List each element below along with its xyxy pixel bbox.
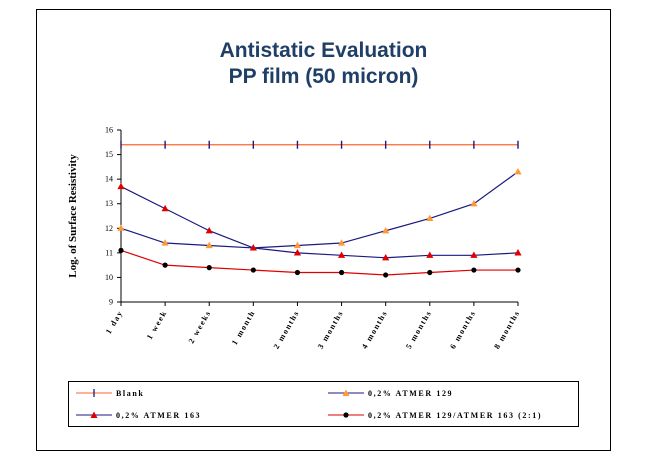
data-point-triangle xyxy=(514,249,522,256)
data-point-triangle xyxy=(470,251,478,258)
data-point-triangle xyxy=(161,204,169,212)
x-tick-label: 1 day xyxy=(104,309,125,336)
legend-item-atmer-163: 0,2% ATMER 163 xyxy=(75,407,201,423)
x-tick-label: 3 months xyxy=(316,309,345,351)
data-point-triangle xyxy=(249,244,257,251)
line-chart: 9 10 11 12 13 14 15 16 1 day 1 week 2 weeks 1 month… xyxy=(67,126,522,351)
y-tick-label: 10 xyxy=(105,273,113,282)
data-point-circle xyxy=(294,269,301,276)
legend-swatch-atmer-blend xyxy=(328,412,364,418)
x-tick-label: 1 week xyxy=(145,309,169,341)
y-tick-label: 16 xyxy=(105,126,113,135)
data-point-circle xyxy=(118,247,124,253)
data-point-triangle xyxy=(205,226,213,234)
legend-label-atmer-129: 0,2% ATMER 129 xyxy=(368,388,454,398)
legend-swatch-atmer-163 xyxy=(76,411,112,418)
legend-item-atmer-blend: 0,2% ATMER 129/ATMER 163 (2:1) xyxy=(327,407,542,423)
legend-swatch-blank xyxy=(76,389,112,397)
data-point-triangle xyxy=(293,249,302,256)
data-point-circle xyxy=(206,265,212,271)
x-tick-label: 2 weeks xyxy=(187,309,213,346)
data-point-triangle xyxy=(117,224,125,231)
data-point-triangle xyxy=(205,241,213,249)
chart-legend: Blank 0,2% ATMER 129 0,2% ATMER 163 0,2%… xyxy=(68,381,579,427)
y-tick-label: 13 xyxy=(105,199,113,208)
data-point-triangle xyxy=(161,239,169,246)
legend-label-blank: Blank xyxy=(116,388,145,398)
data-point-triangle xyxy=(382,253,390,261)
data-point-triangle xyxy=(514,167,522,175)
legend-item-atmer-129: 0,2% ATMER 129 xyxy=(327,385,453,401)
series-line-1 xyxy=(120,171,519,249)
x-tick-label: 6 months xyxy=(448,309,477,351)
data-point-circle xyxy=(427,269,433,276)
x-tick-label: 2 months xyxy=(272,309,301,351)
x-tick-label: 5 months xyxy=(404,309,433,351)
legend-label-atmer-163: 0,2% ATMER 163 xyxy=(116,410,202,420)
y-tick-label: 12 xyxy=(105,224,113,233)
chart-title-line-2: PP film (50 micron) xyxy=(228,65,419,88)
x-tick-label: 8 months xyxy=(492,309,521,351)
data-point-triangle xyxy=(470,199,478,207)
data-point-circle xyxy=(383,272,389,278)
data-point-triangle xyxy=(426,214,434,222)
data-point-triangle xyxy=(337,239,346,246)
data-point-circle xyxy=(471,267,477,273)
chart-title-line-1: Antistatic Evaluation xyxy=(219,39,428,62)
data-point-triangle xyxy=(293,241,302,249)
data-point-circle xyxy=(338,269,345,276)
legend-item-blank: Blank xyxy=(75,385,144,401)
data-point-triangle xyxy=(426,251,434,258)
legend-swatch-atmer-129 xyxy=(328,389,364,396)
series-line-2 xyxy=(120,185,519,259)
x-tick-label: 4 months xyxy=(360,309,389,351)
y-tick-label: 9 xyxy=(109,298,113,307)
data-point-circle xyxy=(250,267,256,273)
chart-frame xyxy=(36,9,611,451)
data-point-triangle xyxy=(382,226,390,234)
data-point-circle xyxy=(515,267,521,273)
data-point-triangle xyxy=(337,251,346,258)
y-axis-title: Log. of Surface Resistivity xyxy=(67,154,79,278)
y-tick-label: 11 xyxy=(105,248,113,257)
y-tick-label: 14 xyxy=(105,175,113,184)
y-tick-label: 15 xyxy=(105,150,113,159)
legend-label-atmer-blend: 0,2% ATMER 129/ATMER 163 (2:1) xyxy=(368,410,543,420)
data-point-triangle xyxy=(117,182,125,190)
x-tick-label: 1 month xyxy=(230,309,257,347)
series-line-3 xyxy=(120,249,518,276)
data-point-circle xyxy=(162,262,168,268)
